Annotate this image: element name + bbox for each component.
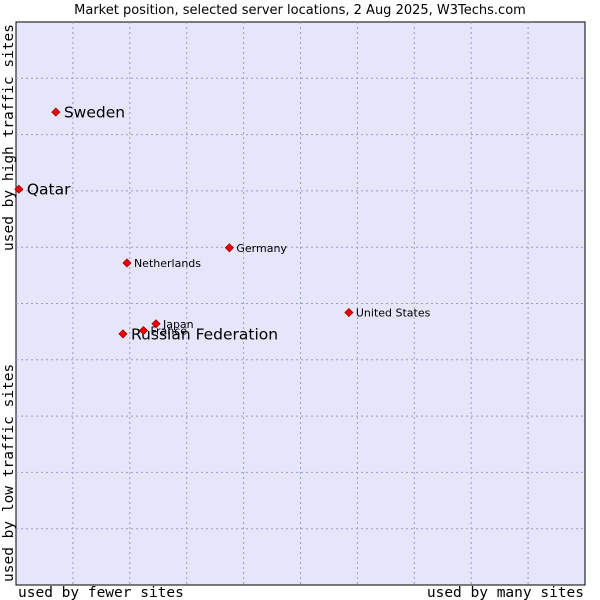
data-point-germany (224, 243, 234, 253)
y-axis-label-low: used by low traffic sites (1, 364, 17, 582)
y-axis-label-high: used by high traffic sites (1, 24, 17, 251)
data-point-japan (151, 319, 161, 329)
data-point-france (138, 325, 149, 336)
point-label-germany: Germany (236, 242, 287, 255)
grid (16, 22, 585, 585)
point-label-sweden: Sweden (64, 104, 125, 122)
point-label-france: France (150, 325, 187, 338)
point-label-united-states: United States (356, 307, 431, 320)
chart-title: Market position, selected server locatio… (74, 3, 526, 18)
x-axis-label-low: used by fewer sites (18, 585, 184, 600)
point-label-japan: Japan (162, 318, 194, 331)
data-points: Sweden Qatar Germany Netherlands United Stat… (14, 104, 431, 343)
point-label-qatar: Qatar (27, 181, 71, 199)
point-label-russian-federation: Russian Federation (131, 325, 278, 343)
data-point-russian-federation (118, 329, 128, 339)
data-point-qatar (14, 184, 24, 194)
data-point-sweden (51, 107, 61, 117)
x-axis-label-high: used by many sites (427, 585, 584, 600)
point-label-netherlands: Netherlands (134, 257, 201, 270)
data-point-netherlands (122, 258, 132, 268)
data-point-united-states (344, 307, 354, 318)
